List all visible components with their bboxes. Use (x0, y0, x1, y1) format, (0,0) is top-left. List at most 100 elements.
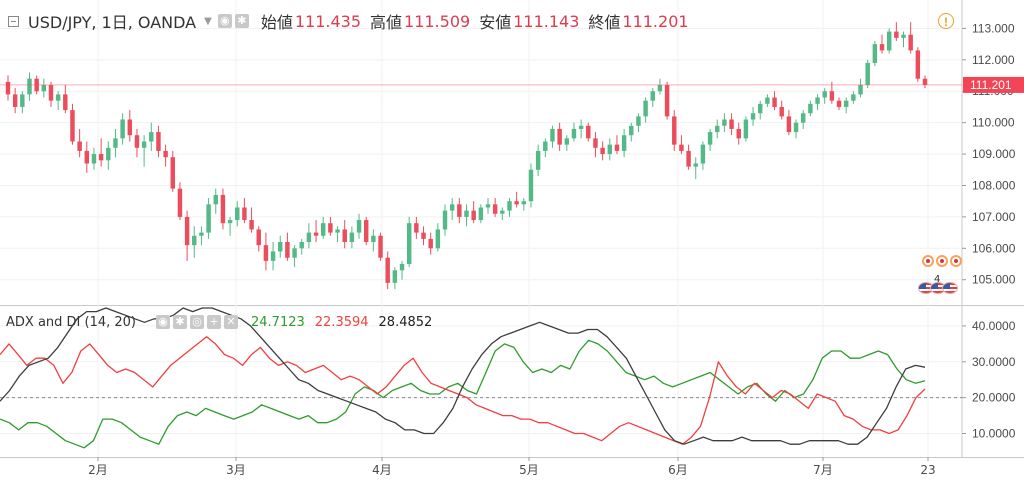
x-tick-label: 4月 (372, 463, 392, 477)
alert-icon[interactable]: ! (938, 13, 954, 29)
candle-body (356, 220, 362, 233)
candle-body (664, 84, 670, 117)
axis-layer: 2月3月4月5月6月7月23113.000112.000111.000110.0… (88, 21, 1024, 477)
plus-icon[interactable]: + (207, 315, 221, 329)
candle-body (349, 232, 355, 243)
event-marker-icon[interactable] (922, 255, 934, 267)
candle-body (593, 138, 598, 148)
indicator-tick-label: 40.0000 (972, 319, 1016, 333)
candle-body (156, 132, 161, 151)
indicator-title[interactable]: ADX and DI (14, 20) (6, 314, 136, 330)
candle-body (363, 220, 369, 243)
candle-body (629, 125, 634, 136)
candle-body (5, 81, 11, 95)
candle-body (521, 201, 527, 205)
candle-body (894, 31, 899, 38)
candle-body (55, 94, 61, 101)
high-label: 高値 (370, 13, 403, 32)
x-tick-label: 3月 (226, 463, 246, 477)
event-marker-icon[interactable] (950, 255, 962, 267)
candle-body (514, 201, 519, 205)
price-tick-label: 109.000 (972, 147, 1016, 161)
candle-body (299, 242, 304, 249)
candle-body (106, 147, 111, 161)
candle-body (313, 232, 319, 236)
candle-body (621, 135, 627, 151)
indicator-tick-label: 30.0000 (972, 355, 1016, 369)
last-price-label: 111.201 (970, 78, 1012, 92)
x-tick-label: 7月 (813, 463, 833, 477)
low-value: 111.143 (513, 11, 580, 31)
candle-body (113, 138, 118, 148)
candle-body (758, 103, 763, 114)
indicator-pane[interactable] (0, 307, 962, 449)
eye-icon[interactable]: ◉ (156, 315, 170, 329)
candle-body (607, 144, 613, 155)
candle-body (457, 204, 462, 217)
candle-body (700, 144, 706, 164)
candle-body (134, 135, 140, 148)
price-tick-label: 106.000 (972, 241, 1016, 255)
candle-body (843, 100, 849, 107)
gear-icon[interactable]: ✱ (234, 14, 249, 28)
candle-body (213, 194, 218, 205)
candle-body (406, 223, 412, 265)
candle-body (528, 169, 534, 202)
candle-body (328, 223, 333, 233)
candle-body (320, 223, 326, 236)
last-price-badge (963, 76, 1024, 93)
high-value: 111.509 (404, 11, 471, 31)
close-icon[interactable]: ✕ (224, 315, 238, 329)
candle-body (478, 207, 484, 221)
candle-body (679, 144, 684, 151)
candle-body (715, 125, 720, 133)
us-flag-icon[interactable] (942, 282, 958, 294)
collapse-icon[interactable] (8, 15, 19, 27)
x-tick-label: 5月 (519, 463, 539, 477)
candle-body (600, 147, 605, 155)
candle-body (543, 141, 548, 151)
candle-body (915, 50, 921, 79)
price-pane[interactable] (0, 22, 962, 290)
candle-body (98, 154, 104, 161)
symbol-title[interactable]: USD/JPY, 1日, OANDA (28, 13, 197, 32)
candle-body (865, 62, 870, 85)
price-tick-label: 105.000 (972, 273, 1016, 287)
close-label: 終値 (588, 13, 621, 32)
candle-body (63, 94, 68, 111)
candle-body (249, 220, 254, 230)
candle-body (492, 204, 498, 214)
candle-body (535, 150, 541, 170)
eye-icon[interactable]: ◉ (217, 14, 232, 28)
open-value: 111.435 (294, 11, 361, 31)
chevron-down-icon[interactable]: ▼ (204, 15, 212, 27)
candle-body (772, 97, 777, 107)
candle-body (578, 125, 584, 129)
candle-body (342, 229, 347, 243)
candle-body (793, 122, 799, 133)
candle-body (242, 207, 247, 221)
candle-body (858, 84, 863, 95)
candle-body (786, 116, 792, 133)
candle-body (335, 229, 340, 233)
minus-di-value: 22.3594 (314, 314, 369, 330)
gear-icon[interactable]: ✱ (173, 315, 187, 329)
candle-body (636, 116, 641, 126)
candle-body (41, 84, 47, 92)
candle-body (170, 157, 175, 189)
candle-body (27, 78, 32, 95)
candle-body (765, 97, 770, 104)
indicator-tick-label: 10.0000 (972, 426, 1016, 440)
candle-body (227, 220, 233, 224)
candle-body (564, 138, 570, 145)
event-marker-icon[interactable] (936, 255, 948, 267)
candle-body (184, 216, 190, 246)
candle-body (414, 223, 419, 233)
candle-body (643, 100, 648, 117)
candle-body (500, 210, 505, 214)
candle-body (34, 78, 39, 92)
eye-off-icon[interactable]: ◎ (190, 315, 204, 329)
price-tick-label: 110.000 (972, 116, 1015, 130)
